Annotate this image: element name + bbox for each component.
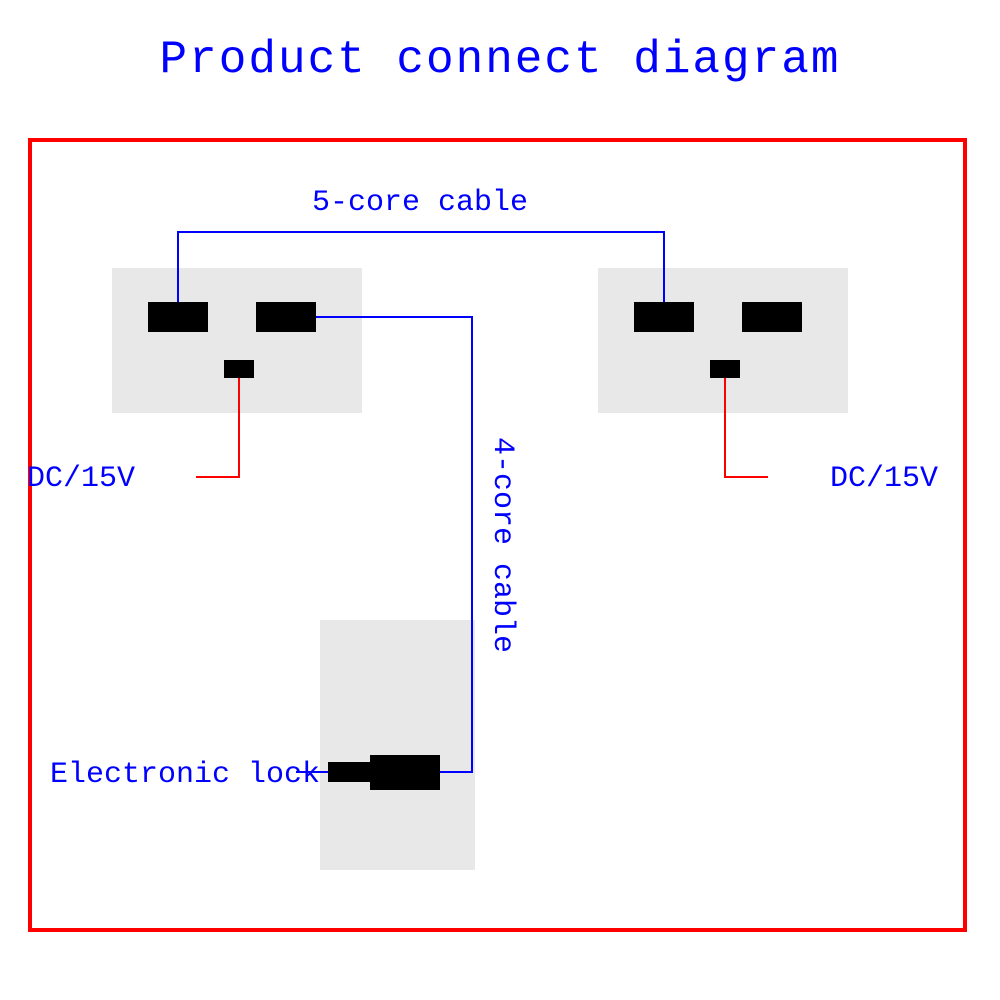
label-electronic-lock: Electronic lock [50,758,320,792]
module-right-port-b [742,302,802,332]
diagram-svg: 5-core cable 4-core cable DC/15V DC/15V Elec… [0,0,1000,1000]
label-5-core: 5-core cable [312,186,528,220]
module-left-box [112,268,362,413]
module-bottom-box [320,620,475,870]
module-bottom-lock-connector [328,762,370,782]
label-4-core: 4-core cable [485,437,519,653]
module-bottom-port-a [370,755,440,790]
module-left-port-a [148,302,208,332]
label-dc-left: DC/15V [27,462,135,496]
module-right-box [598,268,848,413]
module-left-port-c [224,360,254,378]
module-left-port-b [256,302,316,332]
diagram-stage: Product connect diagram 5-core cable4-co… [0,0,1000,1000]
label-dc-right: DC/15V [830,462,938,496]
module-right-port-c [710,360,740,378]
module-right-port-a [634,302,694,332]
